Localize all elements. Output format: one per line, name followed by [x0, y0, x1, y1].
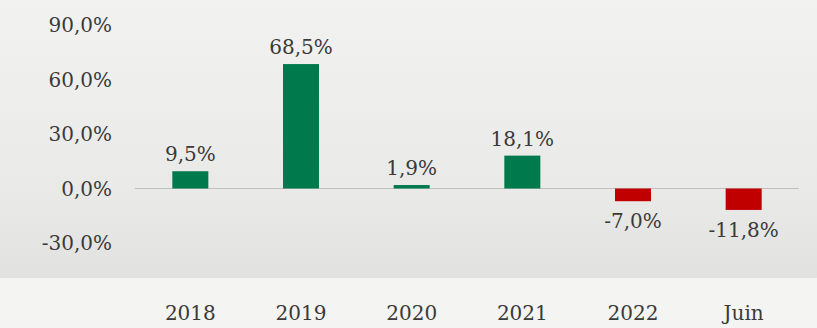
label-band [0, 278, 817, 328]
baseline [135, 188, 799, 189]
bar [172, 171, 208, 188]
y-tick-label: -30,0% [42, 231, 112, 255]
x-tick-label: 2022 [608, 301, 659, 325]
x-tick-label: 2020 [386, 301, 437, 325]
data-label: 68,5% [269, 35, 333, 59]
bar [504, 156, 540, 189]
y-tick-label: 30,0% [48, 122, 112, 146]
y-tick-label: 60,0% [48, 68, 112, 92]
background [0, 0, 817, 328]
x-tick-label: 2018 [165, 301, 216, 325]
bar [726, 189, 762, 210]
y-tick-label: 0,0% [61, 177, 112, 201]
bars [172, 64, 761, 210]
x-tick-label: Juin [722, 301, 764, 325]
x-tick-label: 2019 [276, 301, 327, 325]
bar [615, 189, 651, 202]
data-label: -7,0% [604, 209, 662, 233]
x-tick-label: 2021 [497, 301, 548, 325]
bar [394, 185, 430, 188]
data-label: 18,1% [491, 127, 555, 151]
bar [283, 64, 319, 188]
data-label: -11,8% [709, 218, 779, 242]
data-label: 9,5% [165, 142, 216, 166]
chart: -30,0% 0,0% 30,0% 60,0% 90,0% 9,5% 68,5% 1,9% 18… [0, 0, 817, 328]
y-tick-label: 90,0% [48, 13, 112, 37]
data-label: 1,9% [386, 156, 437, 180]
